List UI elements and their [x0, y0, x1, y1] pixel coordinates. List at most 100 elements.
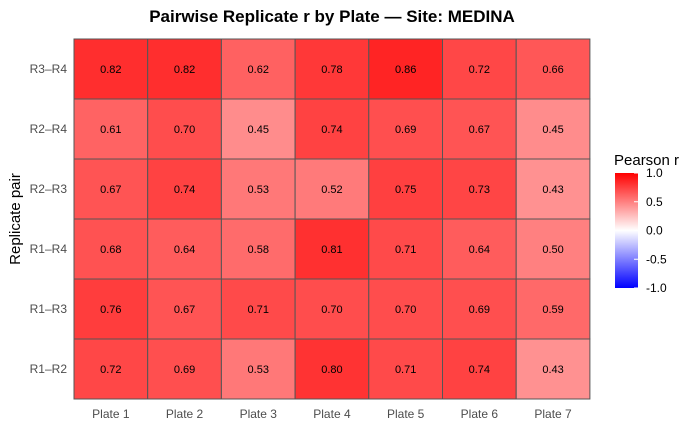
- legend-ticks: 1.0 0.5 0.0 -0.5 -1.0: [634, 166, 667, 295]
- y-tick-label: R1–R4: [30, 242, 68, 256]
- cell-value-label: 0.80: [321, 364, 342, 376]
- y-axis-title: Replicate pair: [7, 173, 24, 265]
- heatmap-cell-r1-r2-plate-1: [73, 338, 149, 400]
- cell-value-label: 0.82: [100, 64, 121, 76]
- heatmap-cell-r2-r3-plate-5: [368, 158, 443, 220]
- cell-value-label: 0.64: [469, 244, 490, 256]
- cell-value-label: 0.52: [321, 184, 342, 196]
- y-tick-label: R2–R4: [30, 122, 68, 136]
- cell-value-label: 0.74: [321, 124, 342, 136]
- legend-tick-label: -0.5: [646, 252, 667, 266]
- cell-value-label: 0.76: [100, 304, 121, 316]
- cell-value-label: 0.73: [469, 184, 490, 196]
- cell-value-label: 0.62: [248, 64, 269, 76]
- heatmap-cell-r1-r2-plate-3: [220, 338, 296, 400]
- chart-title: Pairwise Replicate r by Plate — Site: ME…: [149, 7, 515, 26]
- heatmap-cell-r1-r2-plate-5: [368, 338, 443, 400]
- cell-value-label: 0.71: [248, 304, 269, 316]
- legend-tick-label: 0.0: [646, 224, 663, 238]
- cell-value-label: 0.53: [248, 184, 269, 196]
- heatmap-cell-r1-r2-plate-4: [294, 338, 370, 400]
- x-tick-label: Plate 1: [92, 407, 130, 421]
- cell-value-label: 0.67: [174, 304, 195, 316]
- cell-value-label: 0.45: [248, 124, 269, 136]
- heatmap-cell-r1-r4-plate-2: [147, 218, 222, 280]
- cell-value-label: 0.67: [469, 124, 490, 136]
- cell-value-label: 0.59: [542, 304, 563, 316]
- cell-value-label: 0.70: [395, 304, 416, 316]
- cell-value-label: 0.78: [321, 64, 342, 76]
- heatmap-cell-r3-r4-plate-4: [294, 38, 370, 100]
- x-tick-label: Plate 3: [240, 407, 278, 421]
- cell-value-label: 0.86: [395, 64, 416, 76]
- heatmap-cell-r1-r2-plate-7: [515, 338, 591, 400]
- heatmap-cell-r2-r4-plate-7: [515, 98, 591, 160]
- heatmap-cell-r2-r4-plate-3: [220, 98, 296, 160]
- y-axis-tick-labels: R3–R4 R2–R4 R2–R3 R1–R4 R1–R3 R1–R2: [30, 62, 68, 376]
- heatmap-cell-r2-r4-plate-5: [368, 98, 443, 160]
- cell-value-label: 0.64: [174, 244, 195, 256]
- heatmap-cell-r3-r4-plate-3: [220, 38, 296, 100]
- cell-value-label: 0.75: [395, 184, 416, 196]
- heatmap-cell-r2-r3-plate-3: [220, 158, 296, 220]
- cell-value-label: 0.43: [542, 364, 563, 376]
- legend-tick-label: -1.0: [646, 281, 667, 295]
- cell-value-label: 0.70: [174, 124, 195, 136]
- x-tick-label: Plate 2: [166, 407, 204, 421]
- cell-value-label: 0.68: [100, 244, 121, 256]
- cell-value-label: 0.53: [248, 364, 269, 376]
- cell-value-label: 0.71: [395, 364, 416, 376]
- cell-value-label: 0.69: [395, 124, 416, 136]
- cell-value-label: 0.71: [395, 244, 416, 256]
- heatmap-cell-r1-r3-plate-1: [73, 278, 149, 340]
- y-tick-label: R2–R3: [30, 182, 68, 196]
- cell-value-label: 0.72: [469, 64, 490, 76]
- heatmap-cell-r1-r4-plate-1: [73, 218, 149, 280]
- x-tick-label: Plate 7: [534, 407, 572, 421]
- heatmap-cell-r2-r4-plate-1: [73, 98, 149, 160]
- cell-value-label: 0.45: [542, 124, 563, 136]
- cell-value-label: 0.69: [469, 304, 490, 316]
- y-tick-label: R3–R4: [30, 62, 68, 76]
- heatmap-cell-r1-r4-plate-7: [515, 218, 591, 280]
- legend-title: Pearson r: [614, 152, 679, 169]
- heatmap-cell-r2-r3-plate-7: [515, 158, 591, 220]
- heatmap-cell-r3-r4-plate-2: [147, 38, 222, 100]
- legend-colorbar: [615, 173, 638, 288]
- cell-value-label: 0.72: [100, 364, 121, 376]
- cell-value-label: 0.69: [174, 364, 195, 376]
- heatmap-cell-r2-r3-plate-4: [294, 158, 370, 220]
- cell-value-label: 0.67: [100, 184, 121, 196]
- color-legend: Pearson r 1.0 0.5 0.0 -0.5 -1.0: [614, 152, 679, 295]
- heatmap-cell-r1-r4-plate-4: [294, 218, 370, 280]
- heatmap-cell-r1-r2-plate-2: [147, 338, 222, 400]
- heatmap-cell-r1-r4-plate-6: [442, 218, 517, 280]
- heatmap-cells: [73, 38, 591, 400]
- cell-value-label: 0.43: [542, 184, 563, 196]
- heatmap-cell-r1-r2-plate-6: [442, 338, 517, 400]
- x-tick-label: Plate 5: [387, 407, 425, 421]
- y-tick-label: R1–R3: [30, 302, 68, 316]
- legend-tick-label: 1.0: [646, 166, 663, 180]
- cell-value-label: 0.61: [100, 124, 121, 136]
- y-tick-label: R1–R2: [30, 362, 68, 376]
- cell-value-label: 0.82: [174, 64, 195, 76]
- cell-value-label: 0.66: [542, 64, 563, 76]
- cell-value-label: 0.70: [321, 304, 342, 316]
- x-tick-label: Plate 6: [461, 407, 499, 421]
- x-axis-tick-labels: Plate 1 Plate 2 Plate 3 Plate 4 Plate 5 Plate…: [92, 407, 572, 421]
- x-tick-label: Plate 4: [313, 407, 351, 421]
- heatmap-cell-r3-r4-plate-6: [442, 38, 517, 100]
- heatmap-cell-r2-r3-plate-2: [147, 158, 222, 220]
- heatmap-cell-r2-r3-plate-6: [442, 158, 517, 220]
- cell-value-label: 0.74: [174, 184, 195, 196]
- legend-tick-label: 0.5: [646, 195, 663, 209]
- cell-value-label: 0.74: [469, 364, 490, 376]
- heatmap-cell-labels: 0.82 0.82 0.62 0.78 0.86 0.72 0.66 0.61 0.70 0.45…: [100, 64, 564, 376]
- heatmap-cell-r1-r3-plate-3: [220, 278, 296, 340]
- cell-value-label: 0.58: [248, 244, 269, 256]
- heatmap-cell-r3-r4-plate-1: [73, 38, 149, 100]
- cell-value-label: 0.50: [542, 244, 563, 256]
- cell-value-label: 0.81: [321, 244, 342, 256]
